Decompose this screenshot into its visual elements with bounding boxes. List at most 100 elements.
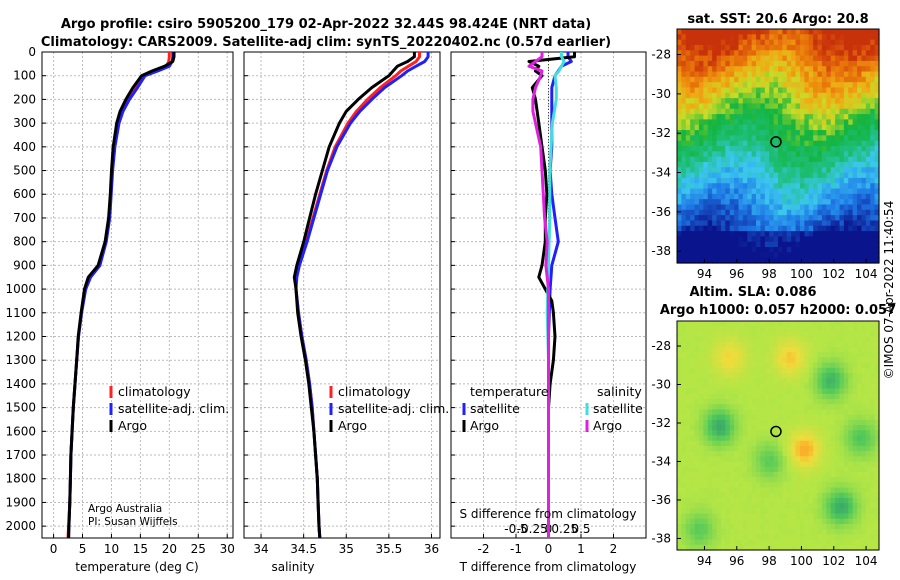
- map-cell: [698, 50, 704, 57]
- map-cell: [808, 518, 814, 525]
- map-cell: [764, 451, 770, 457]
- map-cell: [848, 34, 854, 41]
- map-cell: [839, 236, 845, 243]
- map-cell: [756, 130, 762, 136]
- map-cell: [865, 161, 871, 168]
- map-cell: [839, 362, 845, 369]
- map-cell: [804, 44, 810, 51]
- map-cell: [778, 257, 783, 264]
- map-cell: [786, 39, 792, 46]
- map-cell: [865, 193, 871, 200]
- map-cell: [852, 362, 858, 369]
- map-cell: [799, 367, 805, 374]
- map-cell: [751, 445, 757, 452]
- map-cell: [716, 257, 722, 264]
- map-cell: [769, 114, 775, 121]
- map-cell: [821, 34, 827, 41]
- map-cell: [698, 451, 704, 457]
- map-cell: [729, 471, 735, 478]
- map-cell: [870, 378, 876, 385]
- map-cell: [677, 225, 682, 232]
- map-cell: [747, 55, 753, 62]
- depth-tick-label: 600: [13, 187, 36, 201]
- map-cell: [821, 50, 827, 57]
- map-cell: [813, 393, 819, 400]
- map-cell: [681, 497, 687, 504]
- map-cell: [698, 321, 704, 327]
- map-cell: [734, 193, 740, 200]
- map-cell: [791, 231, 797, 238]
- map-cell: [756, 425, 762, 431]
- map-cell: [712, 82, 718, 89]
- s-difference-tick-label: -0.25: [517, 522, 548, 536]
- map-cell: [865, 98, 871, 105]
- map-cell: [786, 247, 792, 253]
- map-cell: [707, 352, 713, 359]
- map-cell: [786, 430, 792, 437]
- map-cell: [857, 471, 863, 478]
- map-cell: [734, 367, 740, 374]
- map-cell: [760, 188, 766, 195]
- map-cell: [791, 140, 797, 147]
- map-cell: [826, 247, 832, 253]
- map-cell: [817, 445, 823, 452]
- map-cell: [725, 471, 731, 478]
- map-cell: [694, 87, 700, 94]
- map-cell: [756, 71, 762, 78]
- map-cell: [712, 503, 718, 509]
- map-cell: [690, 124, 696, 131]
- map-cell: [817, 383, 823, 390]
- map-cell: [764, 98, 770, 105]
- map-cell: [865, 87, 871, 94]
- map-cell: [852, 177, 858, 184]
- map-cell: [694, 76, 700, 83]
- map-cell: [677, 183, 682, 190]
- map-cell: [751, 440, 757, 447]
- map-cell: [874, 82, 880, 89]
- map-cell: [738, 151, 744, 158]
- map-cell: [808, 161, 814, 168]
- map-cell: [769, 183, 775, 190]
- map-cell: [795, 103, 801, 110]
- map-cell: [808, 204, 814, 211]
- map-cell: [799, 388, 805, 395]
- map-cell: [694, 204, 700, 211]
- map-cell: [874, 471, 880, 478]
- map-cell: [826, 50, 832, 57]
- map-cell: [857, 425, 863, 431]
- map-cell: [839, 50, 845, 57]
- map-cell: [751, 209, 757, 216]
- map-cell: [747, 461, 753, 468]
- map-cell: [870, 336, 876, 343]
- map-cell: [769, 87, 775, 94]
- map-cell: [738, 508, 744, 515]
- map-cell: [677, 257, 682, 264]
- map-cell: [773, 326, 779, 332]
- map-cell: [870, 167, 876, 174]
- map-cell: [725, 352, 731, 359]
- map-cell: [865, 435, 871, 442]
- map-cell: [843, 373, 849, 379]
- map-cell: [799, 409, 805, 416]
- map-cell: [865, 373, 871, 379]
- map-cell: [786, 135, 792, 142]
- map-cell: [681, 156, 687, 163]
- map-cell: [707, 341, 713, 348]
- legend-climatology-label: climatology: [118, 384, 191, 399]
- map-cell: [830, 98, 836, 105]
- map-cell: [799, 177, 805, 184]
- map-cell: [835, 66, 841, 73]
- map-cell: [756, 430, 762, 437]
- map-cell: [707, 503, 713, 509]
- map-cell: [821, 378, 827, 385]
- map-cell: [742, 98, 748, 105]
- map-cell: [835, 409, 841, 416]
- map-cell: [698, 492, 704, 499]
- map-cell: [725, 503, 731, 509]
- map-cell: [698, 135, 704, 142]
- map-cell: [764, 209, 770, 216]
- map-cell: [826, 492, 832, 499]
- map-cell: [694, 503, 700, 509]
- map-cell: [848, 383, 854, 390]
- map-cell: [716, 435, 722, 442]
